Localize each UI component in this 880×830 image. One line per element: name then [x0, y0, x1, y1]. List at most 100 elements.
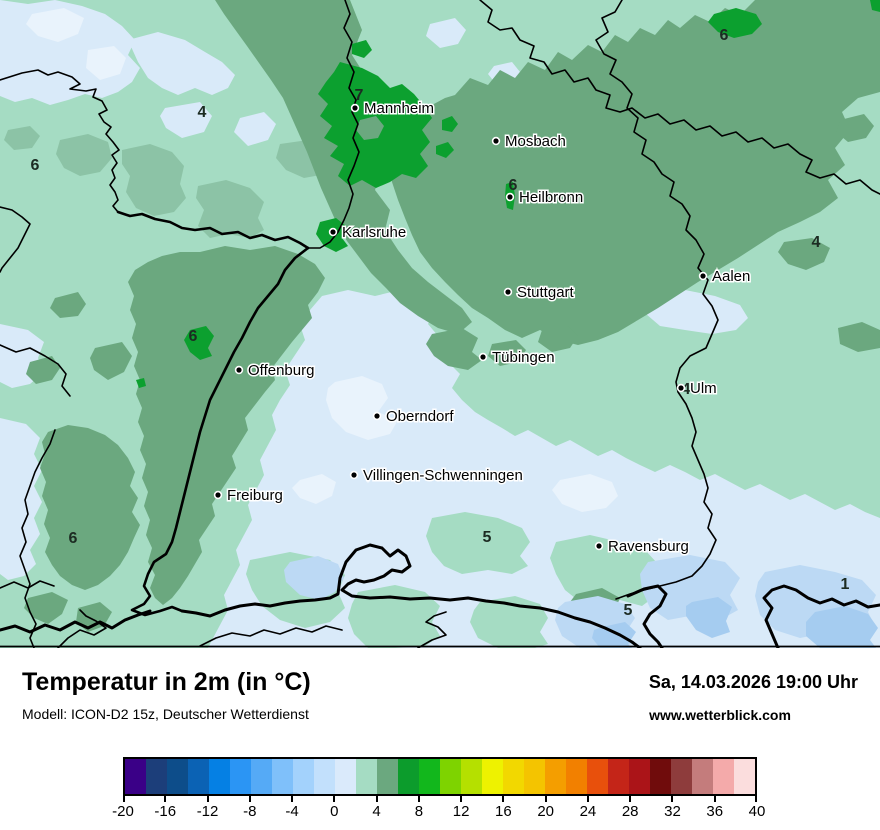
city-dot: [676, 383, 686, 393]
scale-color-cell: [650, 759, 671, 794]
city-dot: [491, 136, 501, 146]
scale-color-cell: [125, 759, 146, 794]
scale-color-cell: [230, 759, 251, 794]
city-dot: [328, 227, 338, 237]
temperature-value-labels: 4 6 7 6 6 4 6 6 4 5 5 1: [31, 27, 850, 619]
city-marker: Mannheim: [350, 99, 436, 119]
temp-value-label: 6: [69, 530, 78, 547]
temp-value-label: 4: [682, 381, 691, 398]
city-label: Heilbronn: [519, 189, 583, 206]
scale-tick-label: 36: [706, 803, 724, 820]
scale-tick: [713, 796, 716, 802]
city-dot: [349, 470, 359, 480]
model-info: Modell: ICON-D2 15z, Deutscher Wetterdie…: [22, 706, 309, 722]
page-title: Temperatur in 2m (in °C): [22, 668, 311, 696]
city-marker: Ulm: [676, 379, 718, 399]
scale-tick-label: -4: [285, 803, 299, 820]
forecast-datetime: Sa, 14.03.2026 19:00 Uhr: [648, 672, 858, 692]
temp-value-label: 6: [189, 328, 198, 345]
temp-value-label: 5: [483, 529, 492, 546]
scale-tick-label: 28: [621, 803, 639, 820]
temp-value-label: 4: [812, 234, 821, 251]
city-label: Aalen: [712, 268, 750, 285]
scale-tick-label: 40: [748, 803, 766, 820]
temp-value-label: 5: [624, 602, 633, 619]
coldest-white-spots: [26, 8, 618, 512]
temp-value-label: 6: [720, 27, 729, 44]
scale-tick: [544, 796, 547, 802]
temp-value-label: 6: [31, 157, 40, 174]
scale-color-cell: [293, 759, 314, 794]
city-marker: Offenburg: [234, 361, 316, 381]
scale-color-cell: [377, 759, 398, 794]
city-dot: [594, 541, 604, 551]
scale-tick-label: 20: [537, 803, 554, 820]
scale-color-cell: [671, 759, 692, 794]
city-marker: Heilbronn: [505, 188, 585, 208]
scale-color-cell: [209, 759, 230, 794]
city-dot: [234, 365, 244, 375]
temp-value-label: 7: [355, 87, 364, 104]
scale-color-cell: [314, 759, 335, 794]
scale-color-cell: [251, 759, 272, 794]
scale-tick: [629, 796, 632, 802]
city-label: Stuttgart: [517, 284, 575, 301]
coldest-blue-patches: [592, 597, 878, 648]
scale-tick-label: -20: [112, 803, 134, 820]
scale-tick-label: 4: [372, 803, 381, 820]
scale-tick: [502, 796, 505, 802]
city-label: Oberndorf: [386, 408, 454, 425]
cold-pale-blue-regions: [0, 0, 880, 648]
city-marker: Stuttgart: [503, 283, 576, 303]
city-label: Karlsruhe: [342, 224, 406, 241]
scale-tick: [164, 796, 167, 802]
city-marker: Tübingen: [478, 348, 556, 368]
color-scale: -20 -16 -12 -8 -4 0 4 8 12 16 20 24 28 32 36 40: [112, 757, 765, 823]
scale-tick-label: 24: [579, 803, 597, 820]
scale-tick-label: 12: [452, 803, 470, 820]
scale-tick-label: 0: [330, 803, 339, 820]
scale-tick: [375, 796, 378, 802]
city-markers: Mannheim Mosbach Heilbronn Karlsruhe Stuttga…: [213, 99, 752, 557]
temp-value-label: 4: [198, 104, 207, 121]
scale-tick: [333, 796, 336, 802]
city-marker: Ravensburg: [594, 537, 690, 557]
scale-color-cell: [482, 759, 503, 794]
scale-tick: [291, 796, 294, 802]
scale-color-cell: [524, 759, 545, 794]
city-label: Tübingen: [492, 349, 555, 366]
scale-color-cell: [272, 759, 293, 794]
city-label: Ravensburg: [608, 538, 689, 555]
city-marker: Villingen-Schwenningen: [349, 466, 524, 486]
scale-color-cell: [608, 759, 629, 794]
city-dot: [503, 287, 513, 297]
city-label: Villingen-Schwenningen: [363, 467, 523, 484]
scale-tick-label: 8: [414, 803, 424, 820]
temp-value-label: 1: [841, 576, 850, 593]
scale-tick-label: -12: [196, 803, 219, 820]
scale-color-cell: [734, 759, 755, 794]
city-label: Freiburg: [227, 487, 283, 504]
city-label: Mannheim: [364, 100, 434, 117]
scale-color-cell: [461, 759, 482, 794]
scale-tick: [671, 796, 674, 802]
scale-color-cell: [545, 759, 566, 794]
scale-tick-label: 32: [664, 803, 681, 820]
scale-color-cell: [440, 759, 461, 794]
scale-tick: [417, 796, 420, 802]
scale-color-cell: [356, 759, 377, 794]
scale-color-cell: [587, 759, 608, 794]
city-dot: [698, 271, 708, 281]
city-marker: Freiburg: [213, 486, 284, 506]
scale-tick-label: -16: [154, 803, 177, 820]
color-scale-bar: [123, 757, 757, 796]
mannheim-patch-hole: [356, 116, 384, 140]
scale-tick: [586, 796, 589, 802]
scale-color-cell: [566, 759, 587, 794]
city-label: Offenburg: [248, 362, 314, 379]
scale-color-cell: [629, 759, 650, 794]
website-label: www.wetterblick.com: [649, 707, 791, 723]
city-label: Mosbach: [505, 133, 566, 150]
city-marker: Oberndorf: [372, 407, 456, 427]
scale-color-cell: [335, 759, 356, 794]
